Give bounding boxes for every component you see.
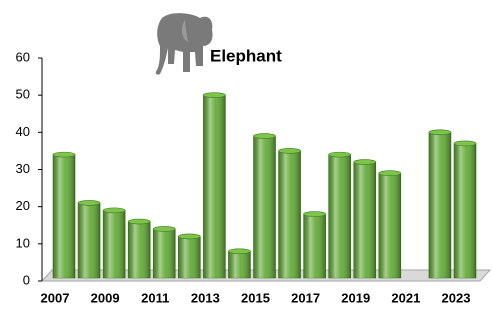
y-tick-label: 60 xyxy=(16,49,30,64)
bar-shine xyxy=(78,203,100,278)
bar-cap xyxy=(153,226,175,231)
bar-shine xyxy=(329,155,351,278)
bar-shine xyxy=(379,173,401,278)
x-tick-label: 2015 xyxy=(241,290,270,305)
bar-shine xyxy=(53,155,75,278)
bar-shine xyxy=(254,136,276,278)
x-tick-label: 2019 xyxy=(341,290,370,305)
x-tick-label: 2011 xyxy=(141,290,169,305)
y-tick-label: 30 xyxy=(16,161,30,176)
y-tick-label: 10 xyxy=(16,235,30,250)
bar-cap xyxy=(279,148,301,153)
bar-cap xyxy=(103,208,125,213)
x-tick-label: 2023 xyxy=(442,290,471,305)
bar-shine xyxy=(228,251,250,278)
x-tick-label: 2009 xyxy=(91,290,120,305)
bar-cap xyxy=(429,130,451,135)
bar-shine xyxy=(354,162,376,278)
chart: Elephant 0 10 20 30 40 50 60 2007 2009 2011 2013 20… xyxy=(0,0,493,310)
bar-shine xyxy=(203,95,225,278)
y-tick-label: 40 xyxy=(16,124,30,139)
y-tick-label: 0 xyxy=(23,272,30,287)
bar-cap xyxy=(203,93,225,98)
bar-shine xyxy=(178,236,200,278)
bar-shine xyxy=(128,222,150,278)
bar-cap xyxy=(78,200,100,205)
bar-cap xyxy=(53,152,75,157)
bar-cap xyxy=(304,212,326,217)
bar-shine xyxy=(454,143,476,278)
x-tick-label: 2007 xyxy=(41,290,70,305)
bar-shine xyxy=(103,210,125,278)
x-tick-label: 2013 xyxy=(191,290,220,305)
bar-cap xyxy=(178,234,200,239)
bar-cap xyxy=(454,141,476,146)
bar-cap xyxy=(379,171,401,176)
bar-cap xyxy=(329,152,351,157)
chart-title: Elephant xyxy=(210,46,282,65)
bar-shine xyxy=(429,132,451,278)
bar-cap xyxy=(228,249,250,254)
bar-cap xyxy=(128,219,150,224)
bar-shine xyxy=(279,151,301,278)
bar-shine xyxy=(153,229,175,278)
x-tick-label: 2021 xyxy=(391,290,420,305)
bar-cap xyxy=(254,134,276,139)
y-tick-label: 20 xyxy=(16,198,30,213)
x-tick-label: 2017 xyxy=(291,290,320,305)
bar-shine xyxy=(304,214,326,278)
elephant-icon xyxy=(156,13,213,75)
bar-cap xyxy=(354,160,376,165)
y-tick-label: 50 xyxy=(16,87,30,102)
